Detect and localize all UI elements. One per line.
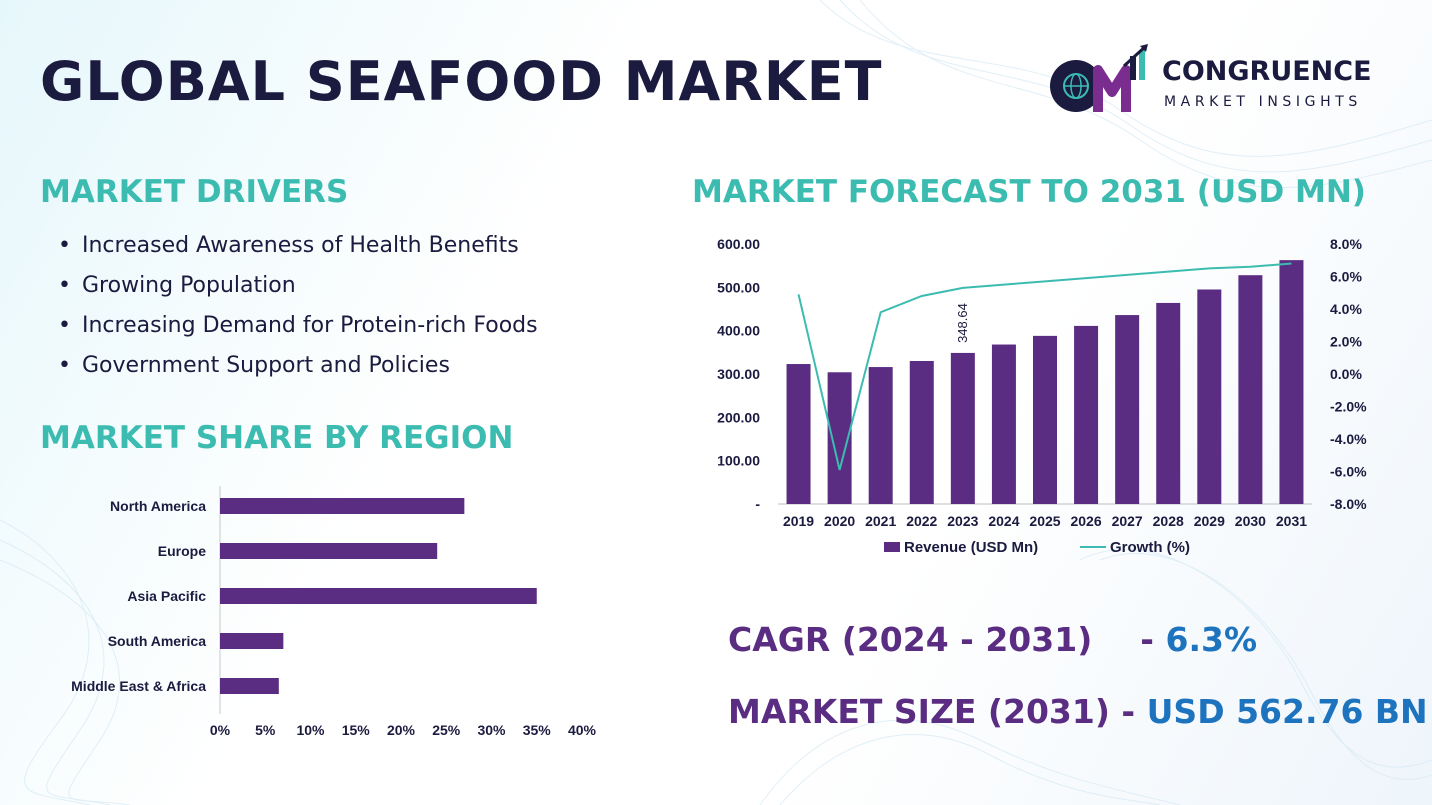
- left-axis-tick-label: 100.00: [717, 453, 760, 469]
- y-tick-label: Middle East & Africa: [71, 678, 206, 694]
- revenue-bar: [1074, 325, 1099, 504]
- x-tick-label: 2030: [1235, 513, 1266, 529]
- revenue-bar: [1238, 275, 1263, 504]
- brand-tagline: MARKET INSIGHTS: [1164, 94, 1362, 110]
- x-tick-label: 20%: [387, 722, 416, 738]
- cagr-dash: -: [1140, 620, 1154, 659]
- legend-revenue-swatch: [884, 542, 900, 552]
- region-bar: [220, 678, 279, 694]
- x-tick-label: 2027: [1112, 513, 1143, 529]
- x-tick-label: 25%: [432, 722, 461, 738]
- x-tick-label: 2026: [1070, 513, 1101, 529]
- left-axis-tick-label: 500.00: [717, 279, 760, 295]
- revenue-bar: [786, 364, 811, 504]
- revenue-bar: [868, 367, 893, 504]
- left-axis-tick-label: 600.00: [717, 236, 760, 252]
- market-size-dash: -: [1121, 692, 1136, 731]
- x-tick-label: 5%: [255, 722, 276, 738]
- driver-item: • Growing Population: [58, 273, 296, 298]
- driver-label: Growing Population: [82, 273, 296, 298]
- cagr-value: 6.3%: [1165, 620, 1258, 659]
- x-tick-label: 2025: [1029, 513, 1060, 529]
- brand-name: CONGRUENCE: [1162, 56, 1372, 87]
- y-tick-label: Europe: [158, 543, 206, 559]
- right-axis-tick-label: 2.0%: [1330, 334, 1362, 350]
- right-axis-tick-label: 6.0%: [1330, 269, 1362, 285]
- revenue-bar: [1197, 289, 1222, 504]
- brand-logo: CONGRUENCE MARKET INSIGHTS: [1046, 42, 1396, 120]
- region-bar: [220, 588, 537, 604]
- growth-line: [797, 262, 1292, 471]
- x-tick-label: 2024: [988, 513, 1019, 529]
- globe-chart-logo-icon: [1050, 44, 1148, 112]
- revenue-bar: [1115, 315, 1140, 504]
- right-axis-tick-label: -8.0%: [1330, 496, 1367, 512]
- y-tick-label: Asia Pacific: [127, 588, 206, 604]
- revenue-bar: [1033, 335, 1057, 504]
- region-bar: [220, 633, 284, 649]
- x-tick-label: 2028: [1153, 513, 1184, 529]
- region-title: MARKET SHARE BY REGION: [40, 420, 514, 456]
- revenue-bar: [950, 352, 975, 504]
- x-tick-label: 2031: [1276, 513, 1307, 529]
- x-tick-label: 30%: [477, 722, 506, 738]
- left-axis-tick-label: 400.00: [717, 323, 760, 339]
- x-tick-label: 0%: [210, 722, 231, 738]
- x-tick-label: 2023: [947, 513, 978, 529]
- y-tick-label: South America: [108, 633, 206, 649]
- x-tick-label: 2029: [1194, 513, 1225, 529]
- x-tick-label: 2019: [783, 513, 814, 529]
- revenue-bar: [909, 361, 934, 504]
- market-size-value: USD 562.76 BN: [1146, 692, 1428, 731]
- x-tick-label: 2022: [906, 513, 937, 529]
- x-tick-label: 2021: [865, 513, 896, 529]
- legend-revenue-label: Revenue (USD Mn): [904, 539, 1038, 556]
- driver-label: Increasing Demand for Protein-rich Foods: [82, 313, 538, 338]
- legend-growth-label: Growth (%): [1110, 539, 1190, 556]
- right-axis-tick-label: -6.0%: [1330, 464, 1367, 480]
- cagr-label: CAGR (2024 - 2031): [728, 620, 1093, 659]
- driver-item: • Government Support and Policies: [58, 353, 450, 378]
- x-tick-label: 2020: [824, 513, 855, 529]
- driver-label: Government Support and Policies: [82, 353, 450, 378]
- right-axis-tick-label: 4.0%: [1330, 301, 1362, 317]
- market-size-label: MARKET SIZE (2031): [728, 692, 1110, 731]
- revenue-bar: [1156, 302, 1181, 504]
- drivers-list: • Increased Awareness of Health Benefits …: [58, 230, 538, 390]
- region-bar: [220, 498, 465, 514]
- drivers-title: MARKET DRIVERS: [40, 174, 349, 210]
- y-tick-label: North America: [110, 498, 206, 514]
- market-size-stat: MARKET SIZE (2031) - USD 562.76 BN: [728, 692, 1428, 731]
- x-tick-label: 15%: [342, 722, 371, 738]
- left-axis-tick-label: 300.00: [717, 366, 760, 382]
- driver-item: • Increasing Demand for Protein-rich Food…: [58, 313, 538, 338]
- region-bar-chart: North America Europe Asia Pacific South Ame…: [71, 486, 597, 738]
- x-tick-label: 35%: [523, 722, 552, 738]
- region-bar: [220, 543, 438, 559]
- x-tick-label: 10%: [296, 722, 325, 738]
- page-title: GLOBAL SEAFOOD MARKET: [40, 50, 883, 113]
- forecast-title: MARKET FORECAST TO 2031 (USD MN): [692, 174, 1366, 210]
- revenue-bar: [1279, 260, 1304, 504]
- left-axis-tick-label: -: [755, 496, 760, 512]
- driver-item: • Increased Awareness of Health Benefits: [58, 233, 519, 258]
- right-axis-tick-label: 8.0%: [1330, 236, 1362, 252]
- forecast-combo-chart: - 100.00 200.00 300.00 400.00 500.00 600.00 -8.…: [717, 236, 1367, 556]
- right-axis-tick-label: 0.0%: [1330, 366, 1362, 382]
- data-label: 348.64: [955, 303, 970, 343]
- revenue-bar: [991, 344, 1016, 504]
- right-axis-tick-label: -4.0%: [1330, 431, 1367, 447]
- left-axis-tick-label: 200.00: [717, 409, 760, 425]
- driver-label: Increased Awareness of Health Benefits: [82, 233, 519, 258]
- right-axis-tick-label: -2.0%: [1330, 399, 1367, 415]
- cagr-stat: CAGR (2024 - 2031) - 6.3%: [728, 620, 1257, 659]
- x-tick-label: 40%: [568, 722, 597, 738]
